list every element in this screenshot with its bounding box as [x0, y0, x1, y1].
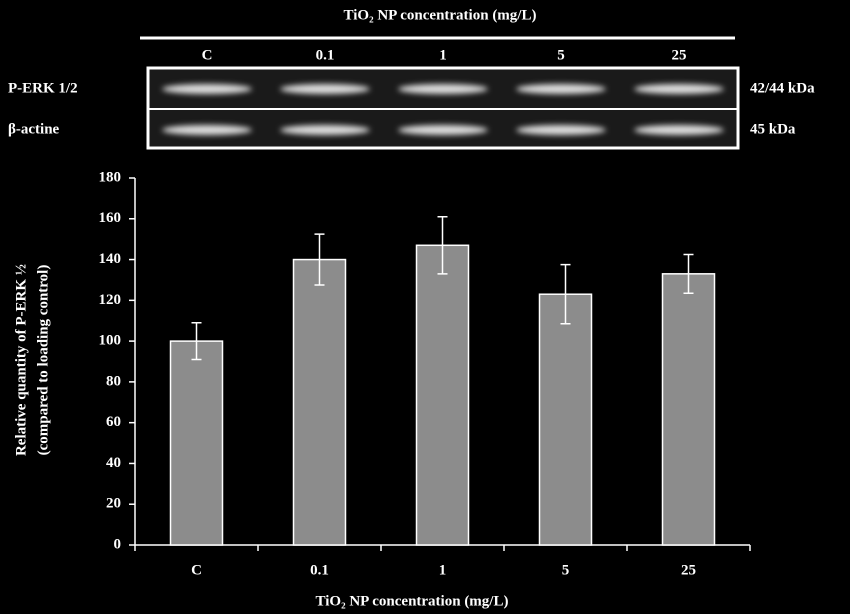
- error-bar: [560, 263, 571, 325]
- y-tick-label: 20: [106, 496, 121, 512]
- y-tick-label: 160: [99, 210, 122, 226]
- y-tick-label: 60: [106, 414, 121, 430]
- blot-band: [516, 84, 606, 94]
- blot-title: TiO₂ NP concentration (mg/L): [344, 7, 537, 23]
- blot-band: [634, 125, 724, 135]
- y-tick-label: 100: [99, 333, 122, 349]
- y-axis-label: Relative quantity of P-ERK ½: [13, 264, 29, 456]
- x-tick-label: C: [191, 562, 202, 578]
- bar: [169, 340, 224, 546]
- y-tick-label: 180: [99, 169, 122, 185]
- x-tick-label: 5: [562, 562, 570, 578]
- y-tick-label: 120: [99, 292, 122, 308]
- error-bar: [437, 215, 448, 275]
- y-axis-label: (compared to loading control): [35, 265, 51, 456]
- y-tick-label: 80: [106, 373, 121, 389]
- blot-band: [398, 84, 488, 94]
- blot-band: [516, 125, 606, 135]
- blot-band: [280, 125, 370, 135]
- x-tick-label: 0.1: [310, 562, 329, 578]
- bar: [661, 273, 716, 546]
- blot-size-label: 45 kDa: [750, 121, 796, 137]
- bar: [538, 293, 593, 546]
- blot-band: [398, 125, 488, 135]
- blot-row-label: β-actine: [8, 121, 60, 137]
- blot-band: [634, 84, 724, 94]
- blot-size-label: 42/44 kDa: [750, 80, 815, 96]
- error-bar: [314, 233, 325, 286]
- error-bar: [191, 322, 202, 361]
- blot-lane-label: C: [202, 47, 213, 63]
- blot-lane-label: 5: [557, 47, 565, 63]
- error-bar: [683, 253, 694, 294]
- x-tick-label: 25: [681, 562, 696, 578]
- y-tick-label: 140: [99, 251, 122, 267]
- bar: [415, 244, 470, 546]
- blot-band: [162, 84, 252, 94]
- blot-band: [280, 84, 370, 94]
- y-tick-label: 40: [106, 455, 121, 471]
- x-tick-label: 1: [439, 562, 447, 578]
- bar: [292, 258, 347, 546]
- blot-lane-label: 0.1: [316, 47, 335, 63]
- blot-row-label: P-ERK 1/2: [8, 80, 78, 96]
- blot-band: [162, 125, 252, 135]
- x-axis-label: TiO₂ NP concentration (mg/L): [316, 593, 509, 609]
- y-tick-label: 0: [114, 536, 122, 552]
- blot-lane-label: 1: [439, 47, 447, 63]
- blot-lane-label: 25: [672, 47, 687, 63]
